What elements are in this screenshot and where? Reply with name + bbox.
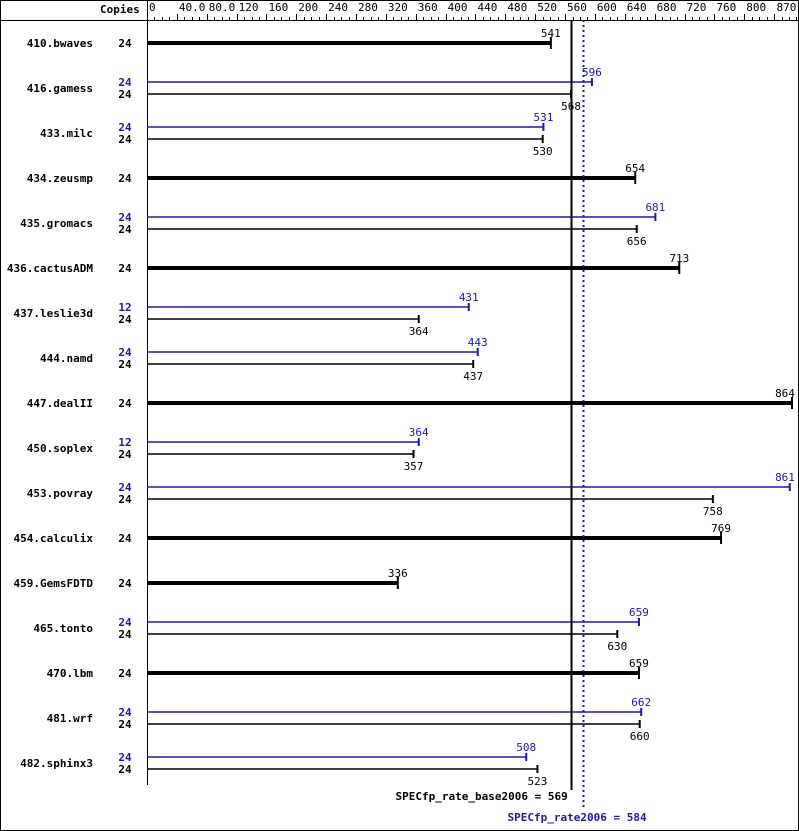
peak-copies: 24	[118, 706, 132, 719]
benchmark-label: 459.GemsFDTD	[14, 577, 94, 590]
peak-copies: 24	[118, 751, 132, 764]
x-tick-label: 560	[567, 1, 587, 14]
base-copies: 24	[118, 223, 132, 236]
benchmark-label: 453.povray	[27, 487, 94, 500]
peak-value-label: 508	[516, 741, 536, 754]
x-tick-label: 120	[239, 1, 259, 14]
base-value-label: 530	[533, 145, 553, 158]
x-tick-label: 800	[746, 1, 766, 14]
base-copies: 24	[118, 313, 132, 326]
peak-copies: 24	[118, 76, 132, 89]
x-tick-label: 320	[388, 1, 408, 14]
peak-copies: 24	[118, 616, 132, 629]
benchmark-label: 435.gromacs	[20, 217, 93, 230]
peak-value-label: 431	[459, 291, 479, 304]
x-tick-label: 480	[507, 1, 527, 14]
benchmark-label: 465.tonto	[33, 622, 93, 635]
peak-value-label: 659	[629, 606, 649, 619]
header-copies: Copies	[100, 3, 140, 16]
benchmark-label: 470.lbm	[47, 667, 94, 680]
x-tick-label: 280	[358, 1, 378, 14]
x-tick-label: 440	[477, 1, 497, 14]
peak-copies: 12	[118, 301, 131, 314]
x-tick-label: 720	[687, 1, 707, 14]
peak-value-label: 443	[468, 336, 488, 349]
x-tick-label: 400	[448, 1, 468, 14]
x-tick-label: 240	[328, 1, 348, 14]
x-tick-label: 40.0	[179, 1, 206, 14]
base-copies: 24	[118, 448, 132, 461]
peak-value-label: 531	[533, 111, 553, 124]
base-value-label: 713	[669, 252, 689, 265]
benchmark-label: 437.leslie3d	[14, 307, 93, 320]
base-value-label: 336	[388, 567, 408, 580]
base-copies: 24	[118, 37, 132, 50]
base-copies: 24	[118, 577, 132, 590]
peak-copies: 24	[118, 121, 132, 134]
x-tick-label: 870	[776, 1, 796, 14]
peak-value-label: 681	[645, 201, 665, 214]
x-tick-label: 0	[149, 1, 156, 14]
x-tick-label: 80.0	[209, 1, 236, 14]
peak-copies: 24	[118, 481, 132, 494]
peak-copies: 24	[118, 346, 132, 359]
benchmark-label: 454.calculix	[14, 532, 94, 545]
base-value-label: 523	[527, 775, 547, 788]
base-copies: 24	[118, 667, 132, 680]
x-tick-label: 760	[716, 1, 736, 14]
base-value-label: 769	[711, 522, 731, 535]
benchmark-label: 444.namd	[40, 352, 93, 365]
benchmark-label: 433.milc	[40, 127, 93, 140]
benchmark-label: 410.bwaves	[27, 37, 93, 50]
base-value-label: 654	[625, 162, 645, 175]
x-tick-label: 640	[627, 1, 647, 14]
base-value-label: 357	[404, 460, 424, 473]
peak-summary-label: SPECfp_rate2006 = 584	[508, 811, 647, 824]
peak-value-label: 861	[775, 471, 795, 484]
base-copies: 24	[118, 172, 132, 185]
base-value-label: 758	[703, 505, 723, 518]
peak-copies: 24	[118, 211, 132, 224]
base-copies: 24	[118, 262, 132, 275]
benchmark-label: 481.wrf	[47, 712, 93, 725]
base-copies: 24	[118, 532, 132, 545]
x-tick-label: 360	[418, 1, 438, 14]
base-value-label: 541	[541, 27, 561, 40]
base-copies: 24	[118, 763, 132, 776]
base-summary-label: SPECfp_rate_base2006 = 569	[396, 790, 568, 803]
x-tick-label: 600	[597, 1, 617, 14]
base-value-label: 659	[629, 657, 649, 670]
x-tick-label: 680	[657, 1, 677, 14]
base-copies: 24	[118, 718, 132, 731]
base-copies: 24	[118, 397, 132, 410]
x-tick-label: 160	[268, 1, 288, 14]
base-value-label: 364	[409, 325, 429, 338]
base-copies: 24	[118, 493, 132, 506]
base-value-label: 630	[607, 640, 627, 653]
x-tick-label: 200	[298, 1, 318, 14]
base-copies: 24	[118, 628, 132, 641]
base-value-label: 864	[775, 387, 795, 400]
base-value-label: 660	[630, 730, 650, 743]
benchmark-label: 447.dealII	[27, 397, 93, 410]
base-copies: 24	[118, 358, 132, 371]
x-tick-label: 520	[537, 1, 557, 14]
benchmark-label: 482.sphinx3	[20, 757, 93, 770]
peak-value-label: 364	[409, 426, 429, 439]
peak-value-label: 596	[582, 66, 602, 79]
benchmark-label: 436.cactusADM	[7, 262, 93, 275]
peak-value-label: 662	[631, 696, 651, 709]
benchmark-label: 450.soplex	[27, 442, 94, 455]
peak-copies: 12	[118, 436, 131, 449]
base-copies: 24	[118, 133, 132, 146]
benchmark-label: 416.gamess	[27, 82, 93, 95]
base-copies: 24	[118, 88, 132, 101]
base-value-label: 656	[627, 235, 647, 248]
base-value-label: 437	[463, 370, 483, 383]
benchmark-label: 434.zeusmp	[27, 172, 94, 185]
